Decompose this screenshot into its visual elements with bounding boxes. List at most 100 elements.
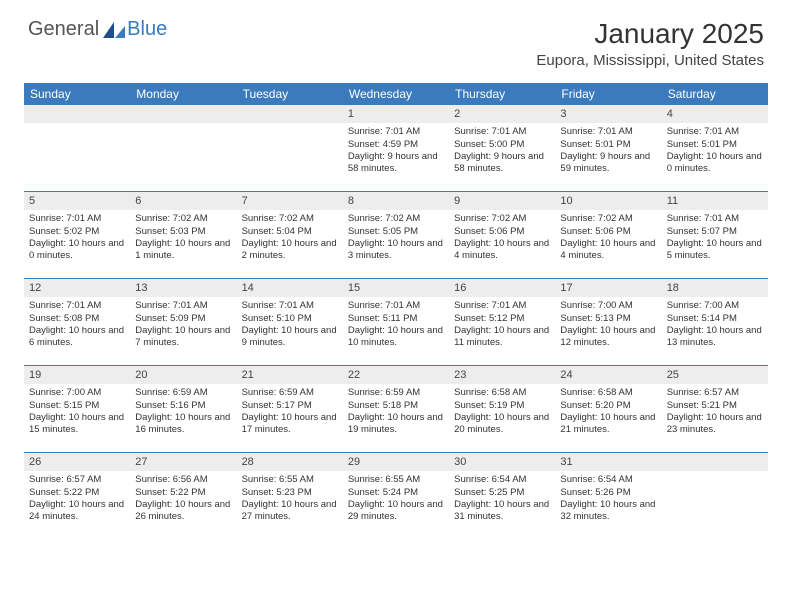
sunrise-text: Sunrise: 7:00 AM: [560, 300, 656, 312]
day-body: Sunrise: 7:02 AMSunset: 5:05 PMDaylight:…: [343, 212, 449, 266]
day-body: Sunrise: 6:57 AMSunset: 5:22 PMDaylight:…: [24, 473, 130, 527]
day-body: Sunrise: 6:57 AMSunset: 5:21 PMDaylight:…: [662, 386, 768, 440]
sunrise-text: Sunrise: 7:01 AM: [348, 126, 444, 138]
day-cell: 9Sunrise: 7:02 AMSunset: 5:06 PMDaylight…: [449, 192, 555, 278]
daylight-text: Daylight: 9 hours and 59 minutes.: [560, 151, 656, 176]
sunset-text: Sunset: 5:09 PM: [135, 313, 231, 325]
dow-tuesday: Tuesday: [237, 84, 343, 104]
daylight-text: Daylight: 10 hours and 13 minutes.: [667, 325, 763, 350]
day-cell: 28 Sunrise: 6:55 AMSunset: 5:23 PMDayligh…: [237, 453, 343, 539]
day-body: Sunrise: 6:55 AMSunset: 5:24 PMDaylight:…: [343, 473, 449, 527]
sunrise-text: Sunrise: 6:55 AM: [242, 474, 338, 486]
day-number: 9: [449, 192, 555, 210]
sunrise-text: Sunrise: 7:01 AM: [29, 300, 125, 312]
sunset-text: Sunset: 5:01 PM: [560, 139, 656, 151]
daylight-text: Daylight: 10 hours and 10 minutes.: [348, 325, 444, 350]
day-number: 7: [237, 192, 343, 210]
day-cell: 30Sunrise: 6:54 AMSunset: 5:25 PMDayligh…: [449, 453, 555, 539]
sunset-text: Sunset: 5:05 PM: [348, 226, 444, 238]
logo-sail-icon: [103, 22, 125, 38]
day-number-empty: [24, 105, 130, 123]
day-number: 22: [343, 366, 449, 384]
day-number-empty: [662, 453, 768, 471]
day-number: 18: [662, 279, 768, 297]
day-body: Sunrise: 6:56 AMSunset: 5:22 PMDaylight:…: [130, 473, 236, 527]
day-number: 21: [237, 366, 343, 384]
daylight-text: Daylight: 10 hours and 21 minutes.: [560, 412, 656, 437]
day-number: 3: [555, 105, 661, 123]
day-cell: 20Sunrise: 6:59 AMSunset: 5:16 PMDayligh…: [130, 366, 236, 452]
day-cell: 25Sunrise: 6:57 AMSunset: 5:21 PMDayligh…: [662, 366, 768, 452]
logo-text-blue: Blue: [127, 18, 167, 41]
month-title: January 2025: [536, 18, 764, 50]
dow-monday: Monday: [130, 84, 236, 104]
sunset-text: Sunset: 5:12 PM: [454, 313, 550, 325]
sunset-text: Sunset: 5:06 PM: [560, 226, 656, 238]
day-number: 26: [24, 453, 130, 471]
day-cell: 15Sunrise: 7:01 AMSunset: 5:11 PMDayligh…: [343, 279, 449, 365]
sunrise-text: Sunrise: 7:01 AM: [560, 126, 656, 138]
sunrise-text: Sunrise: 6:59 AM: [135, 387, 231, 399]
day-number: 28: [237, 453, 343, 471]
day-body: Sunrise: 7:01 AMSunset: 5:09 PMDaylight:…: [130, 299, 236, 353]
day-body: Sunrise: 6:58 AMSunset: 5:19 PMDaylight:…: [449, 386, 555, 440]
sunrise-text: Sunrise: 6:54 AM: [454, 474, 550, 486]
sunrise-text: Sunrise: 7:01 AM: [454, 126, 550, 138]
daylight-text: Daylight: 9 hours and 58 minutes.: [454, 151, 550, 176]
sunset-text: Sunset: 5:03 PM: [135, 226, 231, 238]
dow-thursday: Thursday: [449, 84, 555, 104]
day-number: 14: [237, 279, 343, 297]
day-cell: 1Sunrise: 7:01 AMSunset: 4:59 PMDaylight…: [343, 105, 449, 191]
sunrise-text: Sunrise: 6:57 AM: [29, 474, 125, 486]
daylight-text: Daylight: 10 hours and 15 minutes.: [29, 412, 125, 437]
day-body: Sunrise: 7:02 AMSunset: 5:04 PMDaylight:…: [237, 212, 343, 266]
day-number: 29: [343, 453, 449, 471]
day-body: Sunrise: 7:01 AMSunset: 5:10 PMDaylight:…: [237, 299, 343, 353]
daylight-text: Daylight: 10 hours and 0 minutes.: [667, 151, 763, 176]
day-body: Sunrise: 7:01 AMSunset: 5:07 PMDaylight:…: [662, 212, 768, 266]
day-cell: 3 Sunrise: 7:01 AMSunset: 5:01 PMDaylight…: [555, 105, 661, 191]
day-number: 31: [555, 453, 661, 471]
sunrise-text: Sunrise: 7:01 AM: [29, 213, 125, 225]
daylight-text: Daylight: 10 hours and 1 minute.: [135, 238, 231, 263]
daylight-text: Daylight: 10 hours and 19 minutes.: [348, 412, 444, 437]
location: Eupora, Mississippi, United States: [536, 52, 764, 69]
day-body: Sunrise: 7:01 AMSunset: 5:01 PMDaylight:…: [555, 125, 661, 179]
sunset-text: Sunset: 5:08 PM: [29, 313, 125, 325]
daylight-text: Daylight: 10 hours and 4 minutes.: [454, 238, 550, 263]
day-body: Sunrise: 7:01 AMSunset: 5:01 PMDaylight:…: [662, 125, 768, 179]
sunset-text: Sunset: 4:59 PM: [348, 139, 444, 151]
weeks-container: 1Sunrise: 7:01 AMSunset: 4:59 PMDaylight…: [24, 104, 768, 539]
daylight-text: Daylight: 10 hours and 3 minutes.: [348, 238, 444, 263]
sunset-text: Sunset: 5:26 PM: [560, 487, 656, 499]
day-number: 12: [24, 279, 130, 297]
dow-saturday: Saturday: [662, 84, 768, 104]
day-number: 20: [130, 366, 236, 384]
day-number: 17: [555, 279, 661, 297]
sunrise-text: Sunrise: 7:01 AM: [348, 300, 444, 312]
daylight-text: Daylight: 10 hours and 17 minutes.: [242, 412, 338, 437]
day-cell: 26 Sunrise: 6:57 AMSunset: 5:22 PMDayligh…: [24, 453, 130, 539]
daylight-text: Daylight: 10 hours and 9 minutes.: [242, 325, 338, 350]
day-cell: 18Sunrise: 7:00 AMSunset: 5:14 PMDayligh…: [662, 279, 768, 365]
day-cell: 10Sunrise: 7:02 AMSunset: 5:06 PMDayligh…: [555, 192, 661, 278]
sunset-text: Sunset: 5:22 PM: [135, 487, 231, 499]
day-cell: 27Sunrise: 6:56 AMSunset: 5:22 PMDayligh…: [130, 453, 236, 539]
day-number-empty: [130, 105, 236, 123]
daylight-text: Daylight: 9 hours and 58 minutes.: [348, 151, 444, 176]
sunrise-text: Sunrise: 7:01 AM: [667, 213, 763, 225]
day-cell: 6Sunrise: 7:02 AMSunset: 5:03 PMDaylight…: [130, 192, 236, 278]
day-cell: 19Sunrise: 7:00 AMSunset: 5:15 PMDayligh…: [24, 366, 130, 452]
day-body: Sunrise: 7:01 AMSunset: 5:00 PMDaylight:…: [449, 125, 555, 179]
day-body: Sunrise: 7:01 AMSunset: 5:02 PMDaylight:…: [24, 212, 130, 266]
sunrise-text: Sunrise: 7:01 AM: [135, 300, 231, 312]
sunset-text: Sunset: 5:07 PM: [667, 226, 763, 238]
day-number: 10: [555, 192, 661, 210]
sunset-text: Sunset: 5:23 PM: [242, 487, 338, 499]
daylight-text: Daylight: 10 hours and 2 minutes.: [242, 238, 338, 263]
day-body: Sunrise: 7:00 AMSunset: 5:13 PMDaylight:…: [555, 299, 661, 353]
day-cell: 29 Sunrise: 6:55 AMSunset: 5:24 PMDayligh…: [343, 453, 449, 539]
sunrise-text: Sunrise: 7:01 AM: [454, 300, 550, 312]
daylight-text: Daylight: 10 hours and 27 minutes.: [242, 499, 338, 524]
day-cell: 23Sunrise: 6:58 AMSunset: 5:19 PMDayligh…: [449, 366, 555, 452]
